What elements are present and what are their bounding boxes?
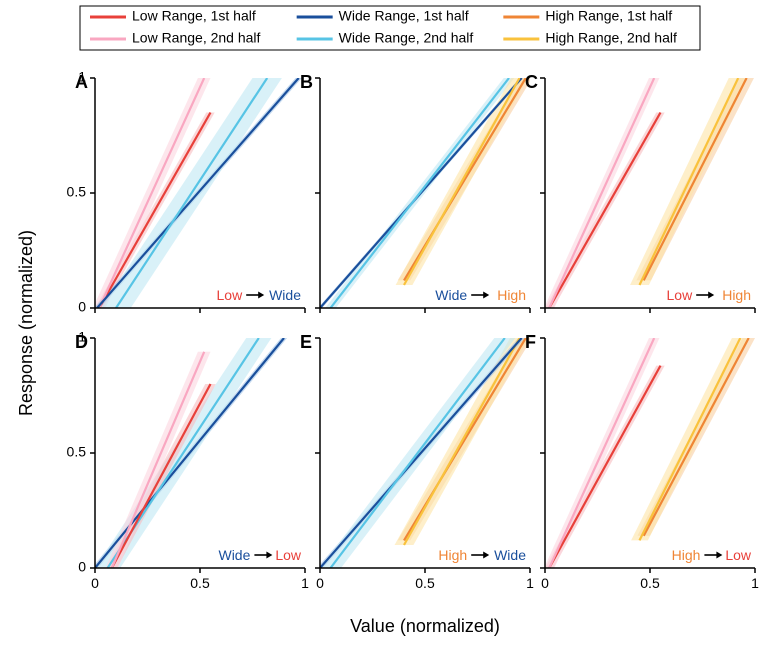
transition-to: Low [725,547,752,563]
ytick-label: 0 [78,559,86,575]
legend-label: High Range, 1st half [545,8,672,24]
panel-letter: E [300,332,312,352]
x-axis-label: Value (normalized) [350,616,500,636]
legend-label: Low Range, 2nd half [132,30,261,46]
transition-from: Low [667,287,694,303]
legend-label: Wide Range, 1st half [339,8,469,24]
panel-letter: F [525,332,536,352]
transition-to: High [722,287,751,303]
legend-label: Wide Range, 2nd half [339,30,474,46]
legend-label: High Range, 2nd half [545,30,677,46]
legend-label: Low Range, 1st half [132,8,256,24]
transition-from: Wide [218,547,250,563]
ytick-label: 0 [78,299,86,315]
panel-letter: A [75,72,88,92]
panel-letter: B [300,72,313,92]
xtick-label: 0.5 [415,575,435,591]
ytick-label: 0.5 [67,444,87,460]
figure-root: Low Range, 1st half Wide Range, 1st half H… [0,0,775,644]
xtick-label: 0.5 [190,575,210,591]
xtick-label: 0 [316,575,324,591]
panel-letter: D [75,332,88,352]
transition-from: Low [217,287,244,303]
figure-svg: Low Range, 1st half Wide Range, 1st half H… [0,0,775,644]
xtick-label: 1 [526,575,534,591]
transition-from: High [438,547,467,563]
ytick-label: 0.5 [67,184,87,200]
transition-to: Low [275,547,302,563]
transition-to: High [497,287,526,303]
transition-from: High [672,547,701,563]
xtick-label: 1 [751,575,759,591]
transition-to: Wide [269,287,301,303]
y-axis-label: Response (normalized) [16,230,36,416]
transition-from: Wide [435,287,467,303]
panel-letter: C [525,72,538,92]
xtick-label: 0.5 [640,575,660,591]
transition-to: Wide [494,547,526,563]
xtick-label: 0 [91,575,99,591]
xtick-label: 0 [541,575,549,591]
xtick-label: 1 [301,575,309,591]
